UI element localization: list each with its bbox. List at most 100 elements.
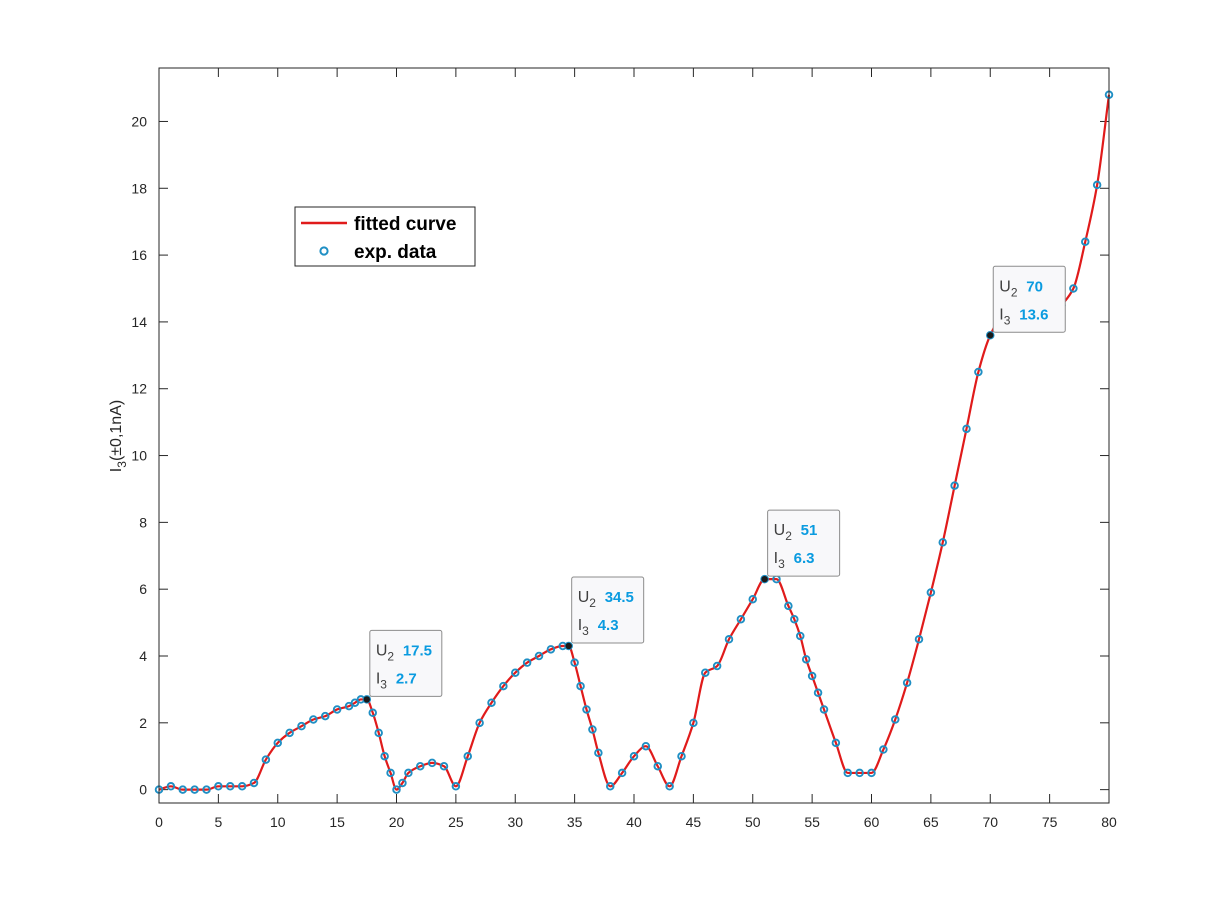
data-point xyxy=(891,715,900,724)
data-point xyxy=(166,782,176,791)
x-tick-label: 80 xyxy=(1101,814,1117,830)
x-tick-label: 40 xyxy=(626,814,642,830)
datatip-y-value: 4.3 xyxy=(598,617,619,634)
x-tick-label: 0 xyxy=(155,814,163,830)
data-point xyxy=(522,658,532,667)
y-tick-label: 10 xyxy=(131,448,147,464)
datatip-box xyxy=(992,265,1066,333)
data-point xyxy=(487,698,496,708)
data-point xyxy=(178,785,187,794)
datatip-marker xyxy=(761,575,768,583)
data-point xyxy=(606,782,615,791)
data-point xyxy=(689,718,698,728)
x-tick-label: 5 xyxy=(214,814,222,830)
data-point xyxy=(677,751,686,761)
y-tick-label: 2 xyxy=(139,715,147,731)
fitted-curve-line xyxy=(158,94,1111,791)
datatip-x-value: 51 xyxy=(801,522,818,539)
data-point xyxy=(653,762,663,771)
data-point xyxy=(374,728,383,738)
datatip-y-value: 6.3 xyxy=(794,550,815,567)
datatip-x-label: U2 xyxy=(578,589,597,610)
x-tick-label: 15 xyxy=(329,814,345,830)
data-point xyxy=(701,668,710,677)
datatip-marker xyxy=(987,332,994,339)
y-tick-label: 0 xyxy=(139,782,147,798)
data-point xyxy=(641,741,651,751)
data-point xyxy=(843,768,853,778)
plot-area xyxy=(159,68,1109,803)
plot-frame xyxy=(158,67,1110,804)
data-point xyxy=(511,668,520,677)
data-point xyxy=(273,738,283,748)
data-point xyxy=(309,715,318,724)
datatip: U2 51 I3 6.3 xyxy=(761,509,841,583)
datatip-x-value: 17.5 xyxy=(403,642,432,659)
data-point xyxy=(724,635,734,644)
data-point xyxy=(588,725,597,734)
data-point xyxy=(594,748,603,758)
legend-entry-exp-data: exp. data xyxy=(354,242,437,263)
data-point xyxy=(439,762,449,771)
datatip-x-label: U2 xyxy=(376,642,395,663)
data-point xyxy=(576,681,585,691)
data-point xyxy=(546,645,556,654)
data-point xyxy=(760,574,769,584)
data-point xyxy=(914,635,924,644)
data-point xyxy=(386,768,395,778)
data-point xyxy=(801,655,811,664)
datatip-x-label: U2 xyxy=(774,522,793,543)
data-point xyxy=(362,695,372,704)
datatip-box xyxy=(369,629,443,697)
data-point xyxy=(380,751,389,761)
data-point xyxy=(350,698,360,708)
data-point xyxy=(570,658,579,667)
datatip: U2 70 I3 13.6 xyxy=(987,265,1066,339)
datatip-y-value: 13.6 xyxy=(1019,306,1048,323)
data-point xyxy=(986,331,995,340)
x-tick-label: 45 xyxy=(686,814,702,830)
data-point xyxy=(962,424,971,434)
x-tick-label: 50 xyxy=(745,814,761,830)
data-point xyxy=(297,721,306,731)
y-tick-label: 20 xyxy=(131,113,147,129)
datatip-y-label: I3 xyxy=(376,670,387,691)
datatip-box xyxy=(767,509,841,577)
data-point xyxy=(582,705,591,714)
data-point xyxy=(1080,237,1090,246)
data-point xyxy=(974,367,983,377)
x-tick-label: 70 xyxy=(982,814,998,830)
data-point xyxy=(499,681,508,691)
legend-entry-fitted-curve: fitted curve xyxy=(354,214,456,235)
axis-ticks: 0 5 10 15 20 25 30 35 40 45 50 55 60 65 70 75 80 0 2 4 6 8 10 1… xyxy=(131,68,1117,830)
data-point xyxy=(926,588,936,597)
y-tick-label: 14 xyxy=(131,314,147,330)
data-point xyxy=(202,785,211,794)
data-point xyxy=(748,594,758,604)
x-tick-label: 55 xyxy=(804,814,820,830)
data-point xyxy=(1092,180,1102,190)
datatip-y-value: 2.7 xyxy=(396,670,417,687)
legend[interactable]: fitted curve exp. data xyxy=(294,206,476,267)
data-point xyxy=(796,631,805,641)
data-point xyxy=(712,661,722,671)
data-point xyxy=(867,768,876,778)
data-point xyxy=(416,762,425,771)
data-point xyxy=(879,745,888,754)
data-point xyxy=(938,538,948,547)
data-point xyxy=(950,481,959,490)
data-point xyxy=(225,782,235,791)
data-point xyxy=(617,768,627,778)
x-tick-label: 20 xyxy=(389,814,405,830)
y-tick-label: 4 xyxy=(139,648,147,664)
data-point xyxy=(902,678,912,687)
y-tick-label: 18 xyxy=(131,180,147,196)
data-point xyxy=(831,738,841,748)
data-point xyxy=(332,705,342,714)
data-point xyxy=(629,751,639,761)
fitted-curve-layer xyxy=(158,94,1111,791)
data-point xyxy=(534,651,544,661)
x-tick-label: 10 xyxy=(270,814,286,830)
data-point xyxy=(855,768,864,778)
